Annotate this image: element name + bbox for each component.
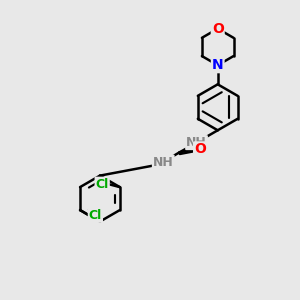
Text: NH: NH — [153, 156, 174, 169]
Text: Cl: Cl — [95, 178, 109, 191]
Text: O: O — [212, 22, 224, 36]
Text: O: O — [194, 142, 206, 156]
Text: N: N — [212, 58, 224, 72]
Text: NH: NH — [186, 136, 207, 149]
Text: Cl: Cl — [89, 209, 102, 222]
